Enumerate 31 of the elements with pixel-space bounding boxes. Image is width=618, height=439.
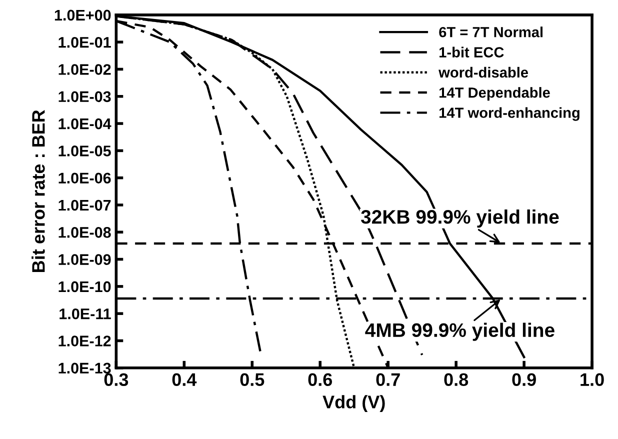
x-tick-label: 0.5 (240, 373, 264, 386)
x-tick-label: 0.8 (444, 373, 468, 386)
x-axis-title: Vdd (V) (322, 395, 385, 412)
y-axis-title: Bit error rate : BER (32, 110, 45, 272)
y-tick-label: 1.0E-10 (58, 281, 111, 292)
y-tick-label: 1.0E-13 (58, 362, 111, 374)
legend-label: 14T word-enhancing (440, 107, 580, 121)
x-tick-label: 0.4 (172, 373, 197, 386)
y-tick-label: 1.0E-03 (58, 91, 111, 102)
x-tick-label: 1.0 (580, 373, 604, 386)
y-tick-label: 1.0E-09 (58, 254, 111, 265)
ref-line-label: 4MB 99.9% yield line (365, 322, 554, 341)
legend-label: 14T Dependable (440, 87, 550, 101)
y-tick-label: 1.0E-11 (60, 308, 111, 320)
legend-label: 1-bit ECC (440, 46, 504, 58)
y-tick-label: 1.0E-06 (58, 172, 111, 184)
legend-label: 6T = 7T Normal (439, 26, 543, 38)
y-tick-label: 1.0E-02 (58, 64, 111, 75)
y-tick-label: 1.0E+00 (54, 10, 111, 21)
x-tick-label: 0.3 (104, 373, 128, 386)
x-tick-label: 0.7 (376, 373, 400, 386)
x-tick-label: 0.9 (512, 373, 536, 386)
ref-line-label: 32KB 99.9% yield line (360, 209, 559, 228)
y-tick-label: 1.0E-12 (58, 336, 111, 346)
legend-label: word-disable (438, 66, 528, 78)
y-tick-label: 1.0E-01 (58, 36, 111, 48)
x-tick-label: 0.6 (308, 373, 332, 386)
y-tick-label: 1.0E-04 (58, 118, 112, 130)
y-tick-label: 1.0E-05 (58, 146, 111, 156)
y-tick-label: 1.0E-07 (58, 200, 111, 211)
y-tick-label: 1.0E-08 (58, 226, 111, 238)
